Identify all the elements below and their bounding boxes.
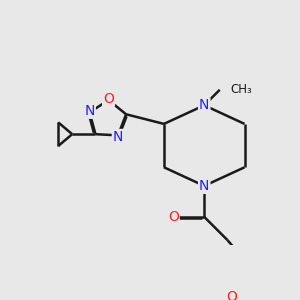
Text: O: O <box>103 92 114 106</box>
Text: N: N <box>113 130 123 144</box>
Text: O: O <box>227 290 238 300</box>
Text: N: N <box>84 104 95 118</box>
Text: N: N <box>199 98 209 112</box>
Text: CH₃: CH₃ <box>231 83 252 96</box>
Text: O: O <box>168 210 179 224</box>
Text: N: N <box>199 179 209 193</box>
